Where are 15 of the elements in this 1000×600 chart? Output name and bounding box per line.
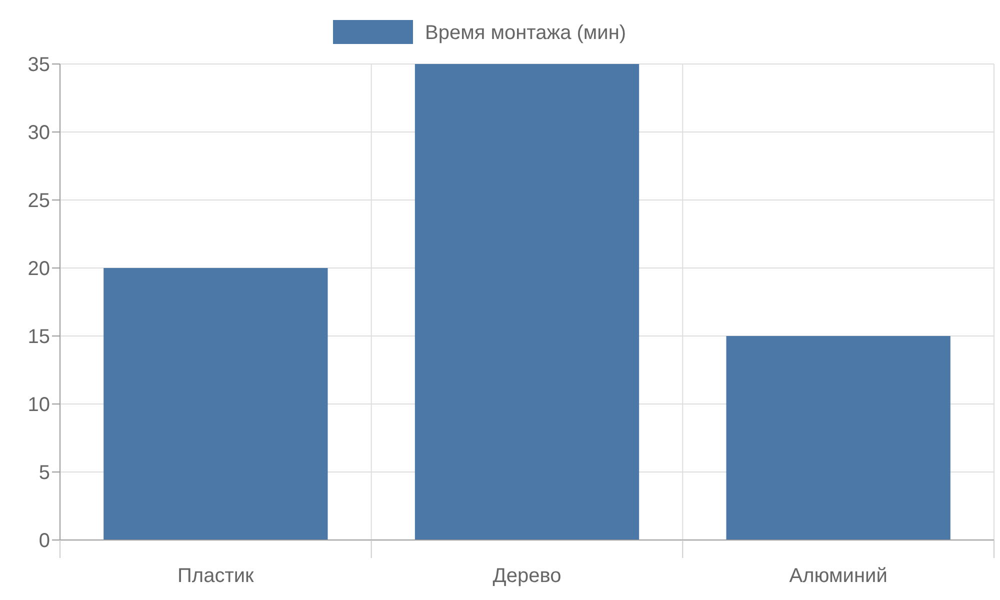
legend-label: Время монтажа (мин) [425, 22, 626, 44]
bar [414, 64, 640, 540]
y-tick-label: 15 [28, 326, 50, 348]
y-tick-label: 20 [28, 258, 50, 280]
x-tick-label: Алюминий [789, 565, 888, 587]
y-tick-label: 10 [28, 394, 50, 416]
y-tick-label: 25 [28, 190, 50, 212]
x-tick-label: Пластик [178, 565, 254, 587]
y-tick-label: 5 [38, 462, 50, 484]
y-tick-label: 35 [28, 54, 50, 76]
x-tick-label: Дерево [492, 565, 562, 587]
bar [104, 268, 328, 540]
y-tick-label: 30 [28, 122, 50, 144]
y-tick-label: 0 [38, 530, 50, 552]
bar [726, 336, 950, 540]
